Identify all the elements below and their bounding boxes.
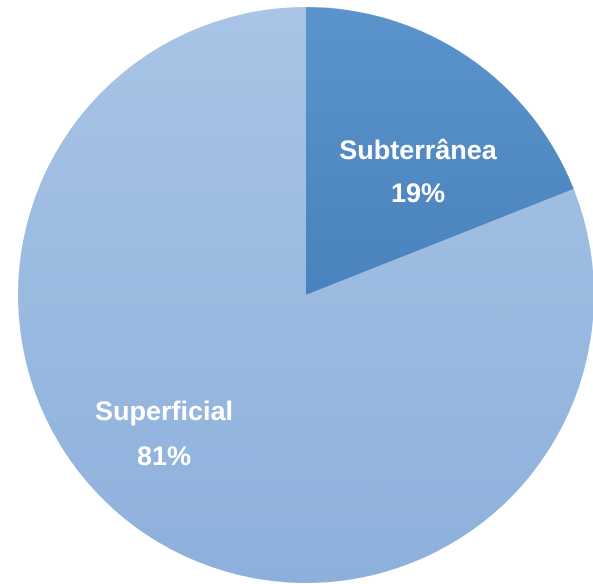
slice-label-superficial: Superficial — [95, 396, 233, 426]
slices-layer — [18, 6, 593, 583]
slice-value-superficial: 81% — [137, 441, 191, 471]
slice-label-subterranea: Subterrânea — [339, 135, 498, 165]
pie-slice-superficial — [18, 7, 593, 583]
pie-slice-subterranea — [306, 6, 574, 295]
slice-value-subterranea: 19% — [391, 178, 445, 208]
labels-layer: Subterrânea 19% Superficial 81% — [95, 135, 498, 471]
